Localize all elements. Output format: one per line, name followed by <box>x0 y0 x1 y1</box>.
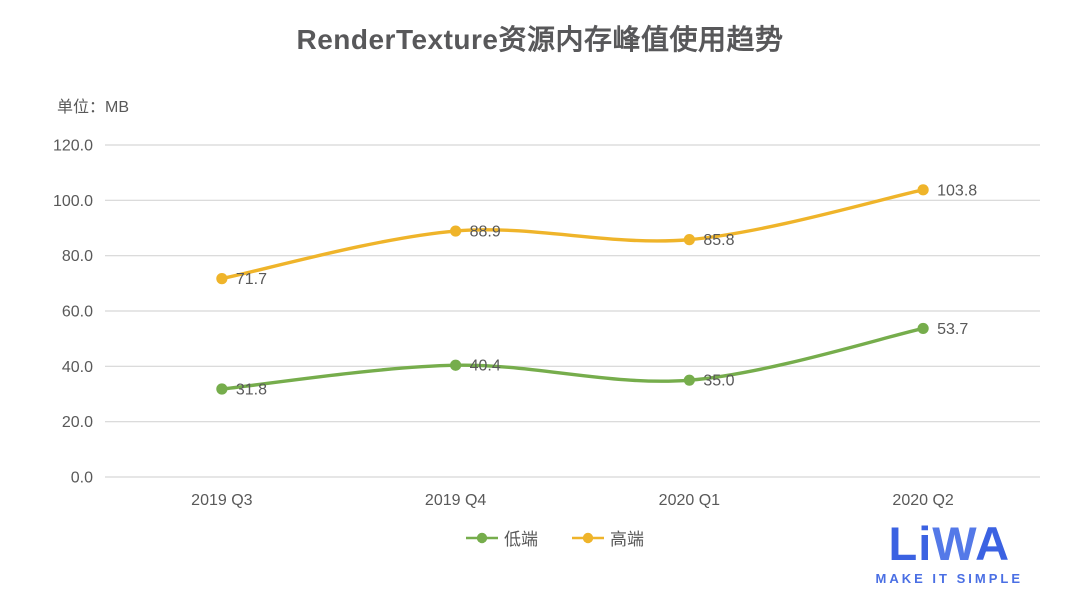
x-axis-label: 2020 Q2 <box>892 492 953 509</box>
data-label: 88.9 <box>470 224 501 241</box>
x-axis-label: 2019 Q4 <box>425 492 486 509</box>
y-tick-label: 0.0 <box>71 470 93 487</box>
logo-text: LiWA <box>888 517 1011 570</box>
legend-marker-icon <box>572 532 604 543</box>
data-label: 35.0 <box>703 373 734 390</box>
data-label: 71.7 <box>236 271 267 288</box>
legend-label: 低端 <box>504 530 538 549</box>
page-title: RenderTexture资源内存峰值使用趋势 <box>296 24 784 55</box>
y-tick-label: 20.0 <box>62 414 93 431</box>
data-point <box>917 184 929 196</box>
x-axis-label: 2020 Q1 <box>659 492 720 509</box>
x-axis-label: 2019 Q3 <box>191 492 252 509</box>
legend-label: 高端 <box>610 530 644 549</box>
legend-item-1: 高端 <box>572 525 644 550</box>
series-line-1 <box>220 188 925 281</box>
y-tick-label: 60.0 <box>62 304 93 321</box>
y-tick-label: 120.0 <box>53 138 93 155</box>
data-point <box>683 374 695 386</box>
data-point <box>683 234 695 246</box>
data-point <box>216 383 228 395</box>
data-label: 31.8 <box>236 382 267 399</box>
data-point <box>917 322 929 335</box>
data-point <box>450 359 462 371</box>
data-label: 85.8 <box>703 232 734 249</box>
series-line-0 <box>220 326 925 391</box>
legend-marker-icon <box>466 532 498 543</box>
data-point <box>450 225 462 237</box>
chart-legend: 低端 高端 <box>105 525 1005 550</box>
data-label: 53.7 <box>937 321 968 338</box>
y-tick-label: 100.0 <box>53 193 93 210</box>
logo: LiWA MAKE IT SIMPLE <box>876 520 1023 586</box>
y-axis-unit-label: 单位：MB <box>57 99 130 116</box>
logo-tagline: MAKE IT SIMPLE <box>875 571 1023 586</box>
y-tick-label: 80.0 <box>62 248 93 265</box>
data-label: 103.8 <box>937 182 977 199</box>
data-point <box>216 273 228 285</box>
data-label: 40.4 <box>470 358 501 375</box>
y-tick-label: 40.0 <box>62 359 93 376</box>
legend-item-0: 低端 <box>466 525 538 550</box>
